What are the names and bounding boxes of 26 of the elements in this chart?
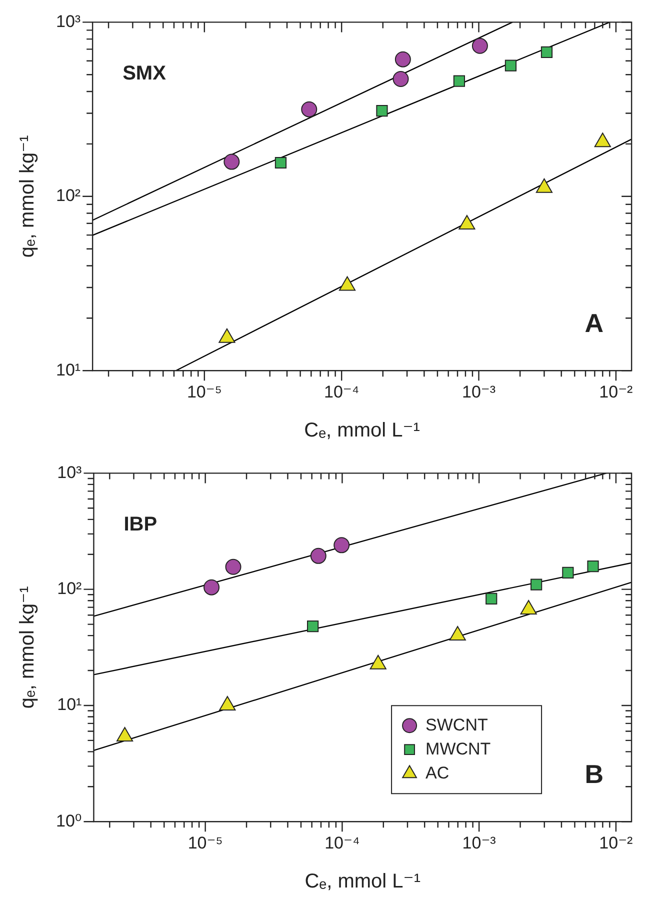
y-tick-label: 10³ (56, 12, 81, 31)
legend-label: AC (426, 763, 450, 782)
y-axis-title: qₑ, mmol kg⁻¹ (16, 586, 39, 709)
y-tick-label: 10¹ (56, 360, 81, 380)
y-tick-label: 10² (57, 579, 82, 598)
y-tick-label: 10³ (57, 462, 82, 482)
legend-label: SWCNT (426, 715, 488, 734)
x-axis-title: Cₑ, mmol L⁻¹ (304, 870, 421, 893)
x-tick-label: 10⁻⁴ (324, 382, 360, 402)
annotation: A (584, 308, 604, 338)
x-tick-label: 10⁻³ (462, 833, 496, 852)
x-tick-label: 10⁻⁵ (188, 833, 223, 852)
y-axis-title: qₑ, mmol kg⁻¹ (16, 134, 39, 258)
x-axis-title: Cₑ, mmol L⁻¹ (304, 420, 420, 442)
y-tick-label: 10⁰ (56, 811, 82, 830)
legend-label: MWCNT (426, 739, 491, 758)
x-tick-label: 10⁻⁴ (324, 833, 360, 852)
annotation: IBP (124, 514, 158, 536)
annotation: SMX (122, 62, 167, 85)
x-tick-label: 10⁻⁵ (186, 382, 222, 402)
annotation: B (584, 758, 604, 789)
x-tick-label: 10⁻² (599, 382, 634, 402)
x-tick-label: 10⁻³ (462, 382, 496, 402)
y-tick-label: 10¹ (57, 695, 82, 714)
x-tick-label: 10⁻² (599, 833, 634, 852)
y-tick-label: 10² (56, 186, 81, 206)
